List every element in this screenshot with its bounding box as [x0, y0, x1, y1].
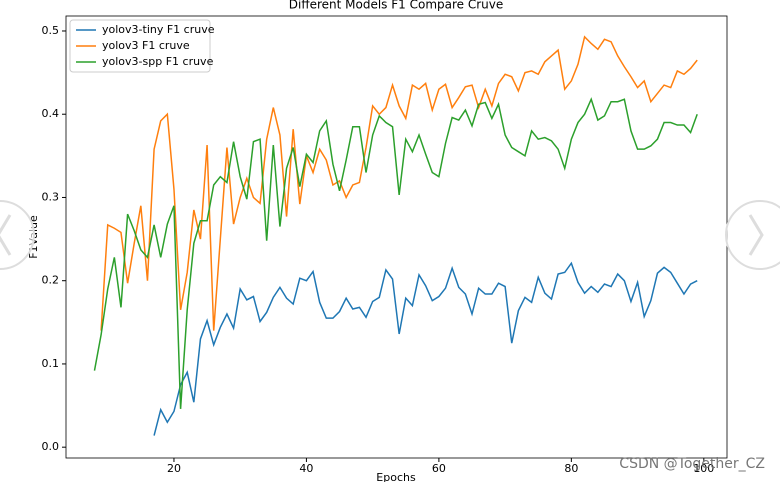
- series-line: [100, 35, 698, 331]
- series-line: [93, 97, 698, 409]
- x-tick-label: 20: [167, 462, 181, 475]
- x-tick-label: 40: [299, 462, 313, 475]
- chart-title: Different Models F1 Compare Cruve: [289, 0, 504, 12]
- legend-label: yolov3 F1 cruve: [102, 39, 190, 52]
- carousel-button[interactable]: [725, 200, 780, 270]
- y-tick-label: 0.3: [42, 190, 60, 203]
- legend-label: yolov3-spp F1 cruve: [102, 55, 214, 68]
- legend-label: yolov3-tiny F1 cruve: [102, 23, 215, 36]
- y-tick-label: 0.2: [42, 274, 60, 287]
- y-tick-label: 0.5: [42, 24, 60, 37]
- y-tick-label: 0.1: [42, 357, 60, 370]
- watermark: CSDN @Together_CZ: [619, 456, 765, 472]
- series-line: [153, 261, 698, 436]
- legend-box: [69, 19, 211, 73]
- carousel-arrow: [748, 214, 764, 256]
- x-tick-label: 80: [564, 462, 578, 475]
- carousel-arrow: [0, 214, 12, 256]
- y-tick-label: 0.0: [42, 440, 60, 453]
- y-tick-label: 0.4: [42, 107, 60, 120]
- x-tick-label: 100: [693, 462, 714, 475]
- x-axis-label: Epochs: [376, 471, 416, 482]
- x-tick-label: 60: [432, 462, 446, 475]
